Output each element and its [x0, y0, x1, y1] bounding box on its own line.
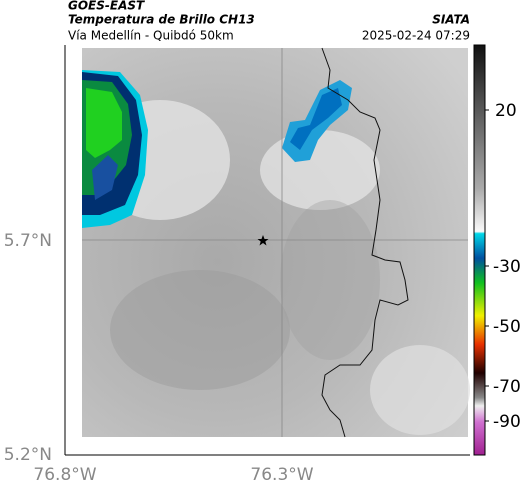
colorbar-tick-label: -30: [493, 257, 521, 277]
x-tick-label: 76.3°W: [250, 465, 313, 485]
colorbar: 20 -30 -50 -70 -90: [473, 44, 521, 456]
subtitle: Vía Medellín - Quibdó 50km: [68, 29, 234, 43]
datetime: 2025-02-24 07:29: [362, 29, 470, 43]
y-tick-label: 5.2°N: [4, 445, 52, 465]
map: [82, 47, 470, 438]
colorbar-tick-label: 20: [495, 101, 517, 121]
x-tick-label: 76.8°W: [33, 465, 96, 485]
source: GOES-EAST: [68, 0, 145, 13]
colorbar-tick-label: -90: [493, 412, 521, 432]
colorbar-tick-label: -50: [493, 317, 521, 337]
y-tick-label: 5.7°N: [4, 231, 52, 251]
colorbar-tick-label: -70: [493, 377, 521, 397]
brand: SIATA: [432, 13, 470, 27]
title: Temperatura de Brillo CH13: [68, 13, 255, 27]
